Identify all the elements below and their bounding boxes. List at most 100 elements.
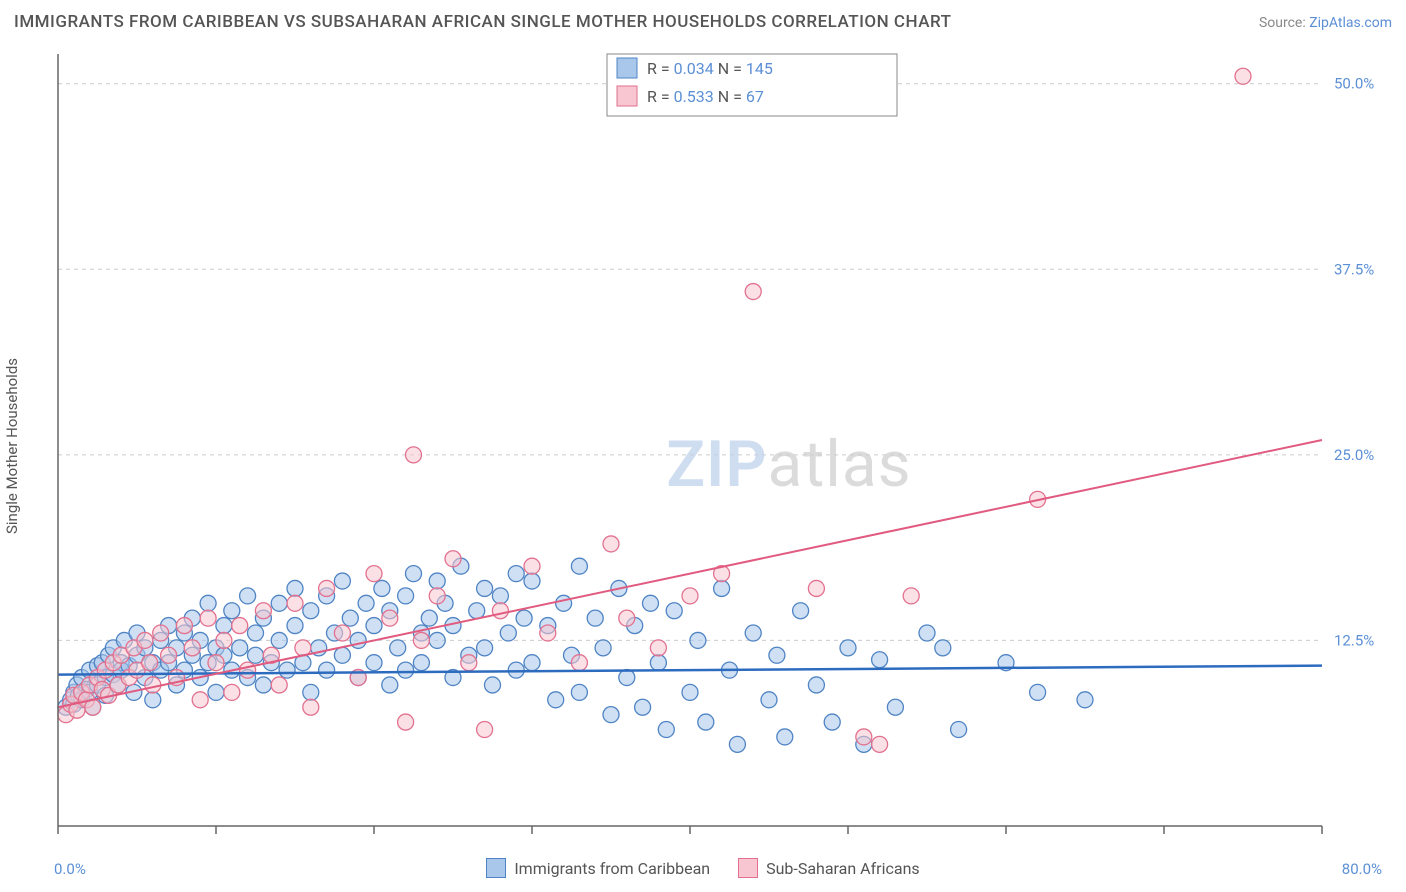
point-subsaharan xyxy=(682,588,698,604)
point-caribbean xyxy=(342,610,358,626)
legend-swatch xyxy=(617,86,637,106)
y-tick-label: 50.0% xyxy=(1334,75,1374,93)
point-subsaharan xyxy=(137,632,153,648)
point-caribbean xyxy=(587,610,603,626)
point-caribbean xyxy=(485,677,501,693)
point-caribbean xyxy=(635,699,651,715)
point-caribbean xyxy=(413,655,429,671)
point-caribbean xyxy=(793,603,809,619)
point-subsaharan xyxy=(524,558,540,574)
point-subsaharan xyxy=(540,625,556,641)
point-caribbean xyxy=(303,603,319,619)
point-caribbean xyxy=(374,580,390,596)
point-subsaharan xyxy=(192,692,208,708)
point-caribbean xyxy=(745,625,761,641)
point-caribbean xyxy=(571,558,587,574)
point-caribbean xyxy=(650,655,666,671)
point-caribbean xyxy=(358,595,374,611)
point-caribbean xyxy=(255,677,271,693)
point-subsaharan xyxy=(1235,68,1251,84)
point-caribbean xyxy=(248,625,264,641)
point-subsaharan xyxy=(856,729,872,745)
point-caribbean xyxy=(824,714,840,730)
y-tick-label: 12.5% xyxy=(1334,631,1374,649)
point-caribbean xyxy=(729,736,745,752)
watermark: ZIPatlas xyxy=(666,427,911,502)
point-caribbean xyxy=(366,618,382,634)
point-caribbean xyxy=(303,684,319,700)
point-caribbean xyxy=(469,603,485,619)
point-caribbean xyxy=(319,662,335,678)
point-caribbean xyxy=(366,655,382,671)
point-subsaharan xyxy=(200,610,216,626)
point-subsaharan xyxy=(216,632,232,648)
point-subsaharan xyxy=(303,699,319,715)
point-caribbean xyxy=(556,595,572,611)
point-subsaharan xyxy=(903,588,919,604)
point-subsaharan xyxy=(492,603,508,619)
chart-title: IMMIGRANTS FROM CARIBBEAN VS SUBSAHARAN … xyxy=(14,12,951,32)
point-caribbean xyxy=(240,588,256,604)
point-caribbean xyxy=(595,640,611,656)
point-subsaharan xyxy=(571,655,587,671)
point-subsaharan xyxy=(142,655,158,671)
scatter-plot: 12.5% 25.0% 37.5% 50.0% ZIPatlas R = 0.034 N … xyxy=(52,48,1392,844)
point-caribbean xyxy=(382,677,398,693)
x-tick-label-max: 80.0% xyxy=(1342,860,1382,878)
point-subsaharan xyxy=(406,447,422,463)
point-caribbean xyxy=(872,652,888,668)
point-caribbean xyxy=(840,640,856,656)
legend-item: Immigrants from Caribbean xyxy=(486,858,710,878)
point-subsaharan xyxy=(398,714,414,730)
point-caribbean xyxy=(208,684,224,700)
point-caribbean xyxy=(666,603,682,619)
point-caribbean xyxy=(919,625,935,641)
bottom-legend: Immigrants from Caribbean Sub-Saharan Afr… xyxy=(0,858,1406,878)
point-subsaharan xyxy=(477,722,493,738)
point-caribbean xyxy=(524,655,540,671)
point-subsaharan xyxy=(650,640,666,656)
point-subsaharan xyxy=(603,536,619,552)
source-link[interactable]: ZipAtlas.com xyxy=(1309,15,1392,31)
point-subsaharan xyxy=(461,655,477,671)
point-caribbean xyxy=(761,692,777,708)
point-subsaharan xyxy=(287,595,303,611)
point-subsaharan xyxy=(153,625,169,641)
point-subsaharan xyxy=(255,603,271,619)
point-caribbean xyxy=(350,632,366,648)
point-caribbean xyxy=(216,618,232,634)
point-caribbean xyxy=(682,684,698,700)
y-tick-label: 25.0% xyxy=(1334,446,1374,464)
point-subsaharan xyxy=(224,684,240,700)
point-caribbean xyxy=(571,684,587,700)
point-caribbean xyxy=(1077,692,1093,708)
point-caribbean xyxy=(200,595,216,611)
point-subsaharan xyxy=(232,618,248,634)
point-caribbean xyxy=(421,610,437,626)
point-subsaharan xyxy=(429,588,445,604)
correlation-row: R = 0.034 N = 145 xyxy=(647,59,773,78)
point-caribbean xyxy=(232,640,248,656)
point-caribbean xyxy=(492,588,508,604)
point-subsaharan xyxy=(240,662,256,678)
point-caribbean xyxy=(887,699,903,715)
legend-swatch xyxy=(738,858,758,878)
y-tick-label: 37.5% xyxy=(1334,260,1374,278)
legend-label: Sub-Saharan Africans xyxy=(766,859,920,878)
chart-header: IMMIGRANTS FROM CARIBBEAN VS SUBSAHARAN … xyxy=(14,12,1392,32)
legend-swatch xyxy=(486,858,506,878)
point-caribbean xyxy=(334,573,350,589)
point-caribbean xyxy=(224,603,240,619)
point-caribbean xyxy=(777,729,793,745)
point-caribbean xyxy=(279,662,295,678)
point-subsaharan xyxy=(382,610,398,626)
point-subsaharan xyxy=(271,677,287,693)
point-caribbean xyxy=(714,580,730,596)
source-prefix: Source: xyxy=(1259,15,1309,31)
legend-swatch xyxy=(617,58,637,78)
point-caribbean xyxy=(477,580,493,596)
point-subsaharan xyxy=(145,677,161,693)
point-subsaharan xyxy=(808,580,824,596)
point-subsaharan xyxy=(745,284,761,300)
point-caribbean xyxy=(500,625,516,641)
